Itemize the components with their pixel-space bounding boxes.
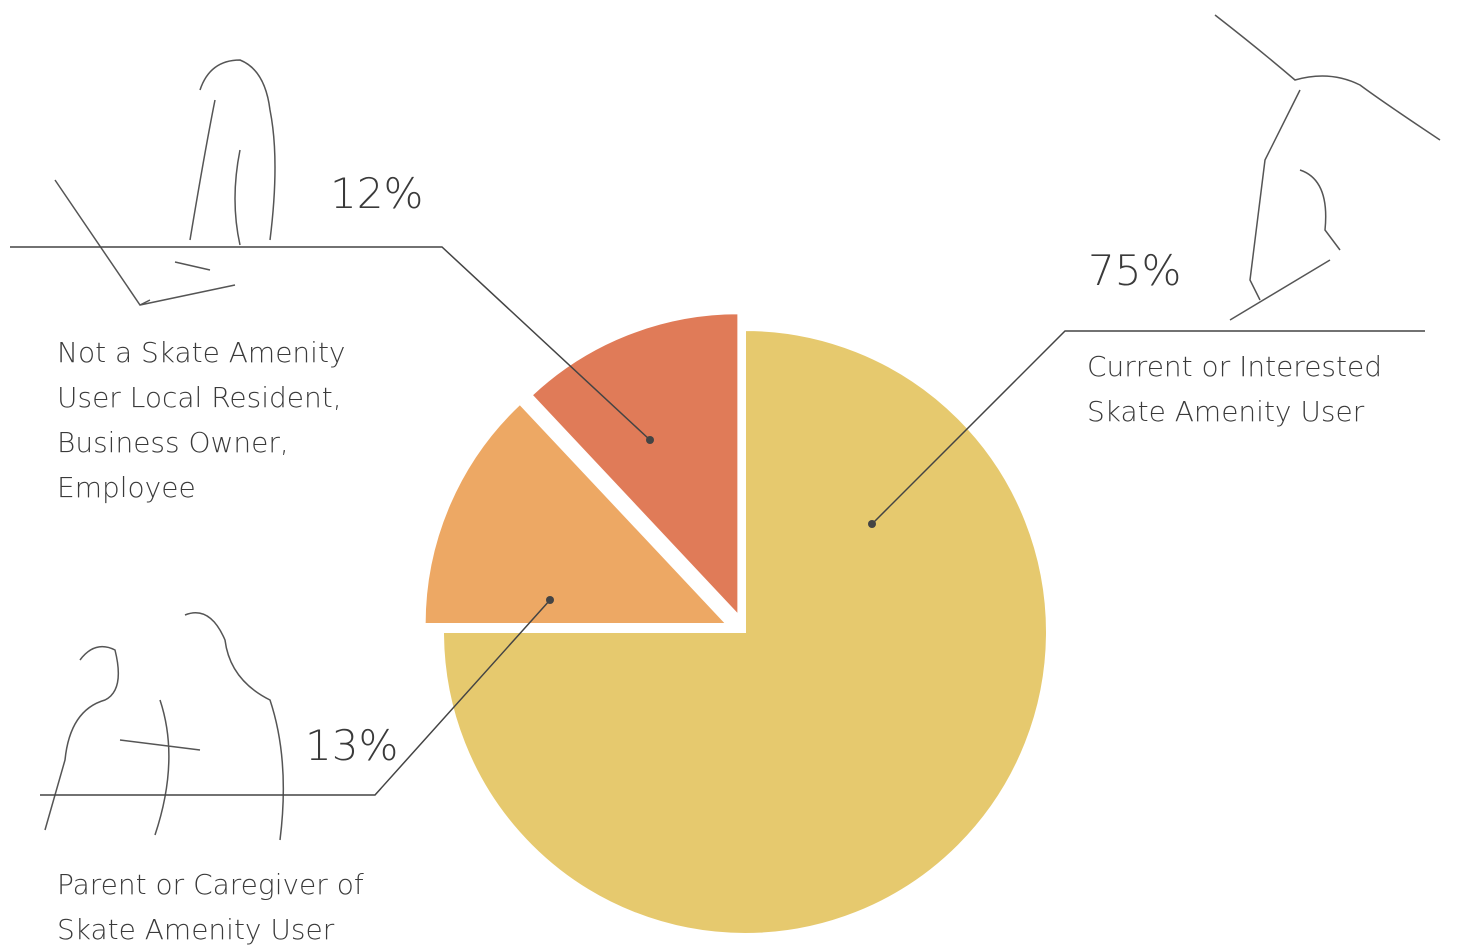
illustration-parents xyxy=(44,612,285,841)
category-label: Parent or Caregiver of Skate Amenity Use… xyxy=(57,868,364,946)
illustration-resident xyxy=(54,59,276,306)
leader-dot xyxy=(868,520,876,528)
pie-slice xyxy=(423,402,729,626)
leader-line xyxy=(871,330,1425,525)
pie-slice xyxy=(441,328,1048,935)
pie-slice xyxy=(530,312,740,618)
category-label: Not a Skate Amenity User Local Resident,… xyxy=(57,336,346,504)
illustrations xyxy=(44,14,1441,841)
leader-dot xyxy=(546,596,554,604)
leader-line xyxy=(40,599,551,796)
leader-dot xyxy=(646,436,654,444)
value-label: 75% xyxy=(1088,246,1181,295)
illustration-skater xyxy=(1214,14,1441,321)
category-label: Current or Interested Skate Amenity User xyxy=(1087,350,1382,428)
value-label: 12% xyxy=(330,169,423,218)
leader-line xyxy=(10,246,651,441)
value-label: 13% xyxy=(305,721,398,770)
